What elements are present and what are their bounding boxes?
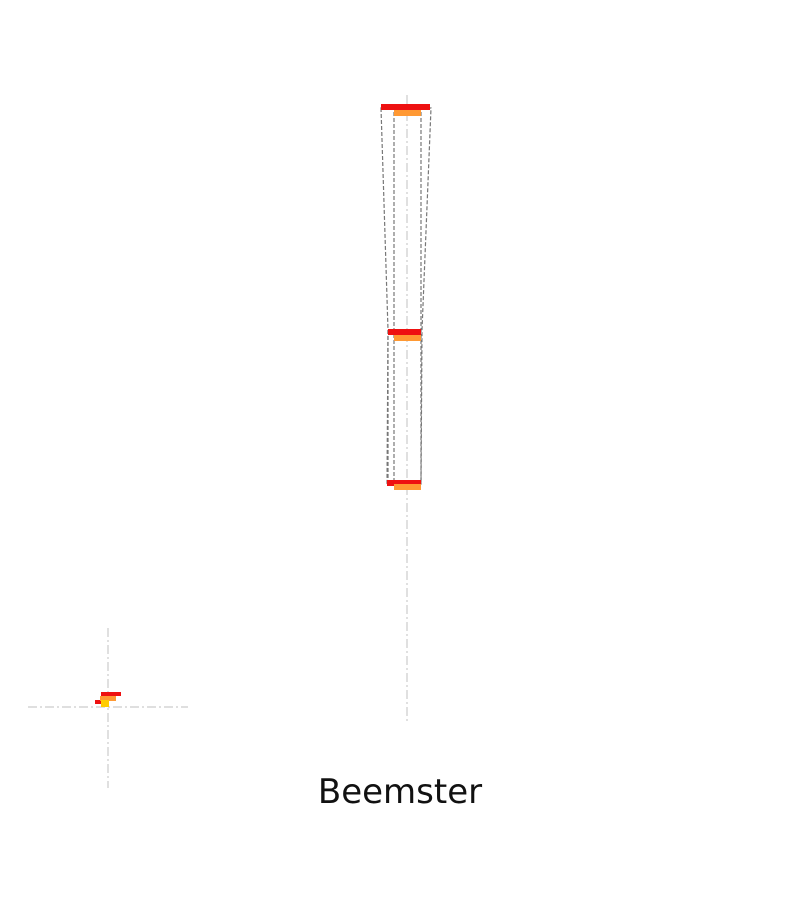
marker-yellow	[101, 700, 109, 707]
tower-inner-outline	[393, 112, 422, 484]
tower-outline	[380, 107, 432, 485]
bottom-red-bar	[387, 480, 421, 486]
marker-icon	[95, 692, 121, 707]
middle-red-bar	[388, 329, 421, 335]
top-orange-bar	[394, 110, 421, 116]
marker-red-left	[95, 700, 101, 704]
middle-orange-bar	[394, 335, 421, 341]
bottom-orange-bar	[394, 484, 421, 490]
top-red-bar	[381, 104, 430, 110]
marker-red-top	[101, 692, 121, 696]
marker-orange	[100, 696, 116, 701]
marker-crosshair	[28, 628, 188, 788]
diagram-caption: Beemster	[317, 772, 483, 812]
